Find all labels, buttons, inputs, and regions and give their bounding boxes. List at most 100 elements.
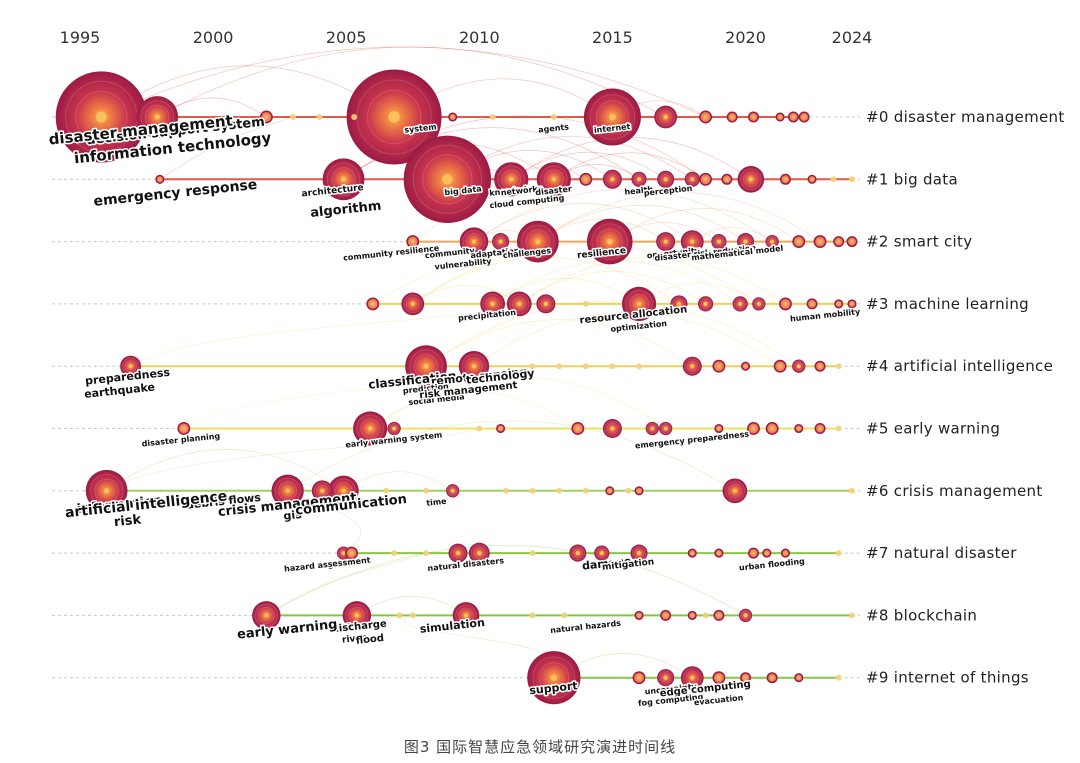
keyword-node bbox=[687, 548, 697, 558]
keyword-node bbox=[780, 548, 790, 558]
node-core bbox=[663, 177, 668, 182]
node-ring bbox=[511, 296, 527, 312]
cross-link-arc bbox=[159, 116, 294, 180]
keyword-label: early warning bbox=[236, 617, 338, 642]
year-axis: 1995 2000 2005 2010 2015 2020 2024 bbox=[60, 28, 873, 47]
node-ring bbox=[94, 478, 119, 504]
node-ring bbox=[254, 603, 278, 628]
link-arc bbox=[157, 46, 666, 118]
node-core bbox=[732, 488, 737, 493]
keyword-node bbox=[502, 487, 509, 494]
node-ring bbox=[405, 297, 420, 311]
cluster-label-1: #1 big data bbox=[866, 170, 958, 188]
node-ring bbox=[714, 236, 724, 247]
cross-link-arc bbox=[266, 552, 427, 616]
node-core bbox=[551, 177, 556, 182]
node-ring bbox=[595, 546, 609, 560]
node-ring bbox=[766, 235, 778, 248]
node-ring bbox=[658, 670, 673, 685]
keyword-node bbox=[814, 423, 826, 434]
node-ring bbox=[606, 173, 619, 186]
keyword-node bbox=[582, 363, 589, 370]
keyword-node bbox=[529, 363, 536, 370]
keyword-node bbox=[316, 114, 323, 120]
node-ring bbox=[657, 233, 674, 250]
node-ring bbox=[257, 606, 275, 624]
node-ring bbox=[509, 293, 530, 315]
node-ring bbox=[315, 484, 329, 498]
link-arc bbox=[369, 376, 666, 429]
year-tick-2020: 2020 bbox=[725, 28, 766, 47]
node-core bbox=[743, 239, 748, 244]
keyword-node bbox=[634, 486, 644, 496]
node-core bbox=[320, 488, 325, 493]
keyword-node bbox=[177, 422, 191, 435]
node-core bbox=[690, 364, 695, 369]
node-ring bbox=[604, 420, 621, 437]
link-arc bbox=[473, 189, 773, 242]
keyword-node bbox=[579, 172, 593, 186]
node-core bbox=[95, 111, 107, 123]
node-ring bbox=[331, 167, 356, 192]
node-ring bbox=[659, 235, 672, 248]
keyword-label: hazard assessment bbox=[284, 556, 371, 574]
node-ring bbox=[348, 606, 366, 624]
link-arc bbox=[369, 391, 579, 429]
keyword-node bbox=[409, 612, 416, 619]
figure-caption: 图3 国际智慧应急领域研究演进时间线 bbox=[403, 738, 677, 756]
node-ring bbox=[124, 359, 137, 373]
cluster-label-0: #0 disaster management bbox=[866, 108, 1065, 126]
keyword-node bbox=[847, 299, 857, 309]
keyword-node bbox=[835, 425, 842, 432]
keyword-node bbox=[748, 547, 760, 559]
node-ring bbox=[521, 224, 555, 259]
node-core bbox=[154, 114, 160, 120]
node-ring bbox=[326, 162, 361, 197]
keyword-node bbox=[814, 360, 826, 372]
keyword-node bbox=[423, 550, 430, 557]
timeline-chart: 1995 2000 2005 2010 2015 2020 2024 decision su… bbox=[46, 28, 1065, 710]
keyword-node bbox=[529, 612, 536, 619]
keyword-node bbox=[726, 111, 738, 123]
keyword-node bbox=[406, 235, 420, 249]
keyword-node bbox=[699, 172, 713, 186]
node-core bbox=[471, 364, 476, 369]
node-ring bbox=[631, 545, 647, 561]
node-ring bbox=[634, 174, 644, 185]
keyword-node bbox=[625, 487, 632, 494]
keyword-label: natural disasters bbox=[427, 556, 505, 573]
node-ring bbox=[537, 295, 554, 312]
cluster-label-8: #8 blockchain bbox=[866, 606, 977, 624]
node-core bbox=[388, 111, 400, 123]
keyword-label: human mobility bbox=[790, 307, 862, 323]
node-core bbox=[264, 613, 269, 618]
keyword-node bbox=[632, 671, 646, 685]
keyword-node bbox=[561, 612, 568, 619]
node-ring bbox=[685, 670, 700, 685]
node-ring bbox=[738, 234, 753, 249]
keyword-node bbox=[787, 111, 799, 123]
node-ring bbox=[458, 607, 474, 624]
node-ring bbox=[144, 104, 170, 130]
node-ring bbox=[345, 603, 369, 628]
cluster-label-3: #3 machine learning bbox=[866, 295, 1029, 313]
node-core bbox=[716, 239, 721, 244]
node-ring bbox=[754, 299, 764, 309]
node-ring bbox=[495, 236, 506, 247]
node-ring bbox=[658, 110, 673, 124]
node-ring bbox=[356, 414, 385, 443]
keyword-node bbox=[721, 173, 733, 185]
node-ring bbox=[140, 100, 175, 134]
link-arc bbox=[553, 152, 706, 180]
keyword-label: gis bbox=[283, 508, 303, 523]
keyword-label: simulation bbox=[419, 616, 485, 636]
node-core bbox=[607, 238, 613, 245]
node-ring bbox=[685, 172, 699, 186]
node-ring bbox=[741, 611, 750, 620]
keyword-node bbox=[798, 111, 810, 123]
node-core bbox=[608, 113, 616, 121]
node-ring bbox=[472, 546, 486, 560]
node-ring bbox=[482, 293, 503, 315]
node-core bbox=[464, 613, 468, 618]
keyword-node bbox=[448, 112, 458, 122]
